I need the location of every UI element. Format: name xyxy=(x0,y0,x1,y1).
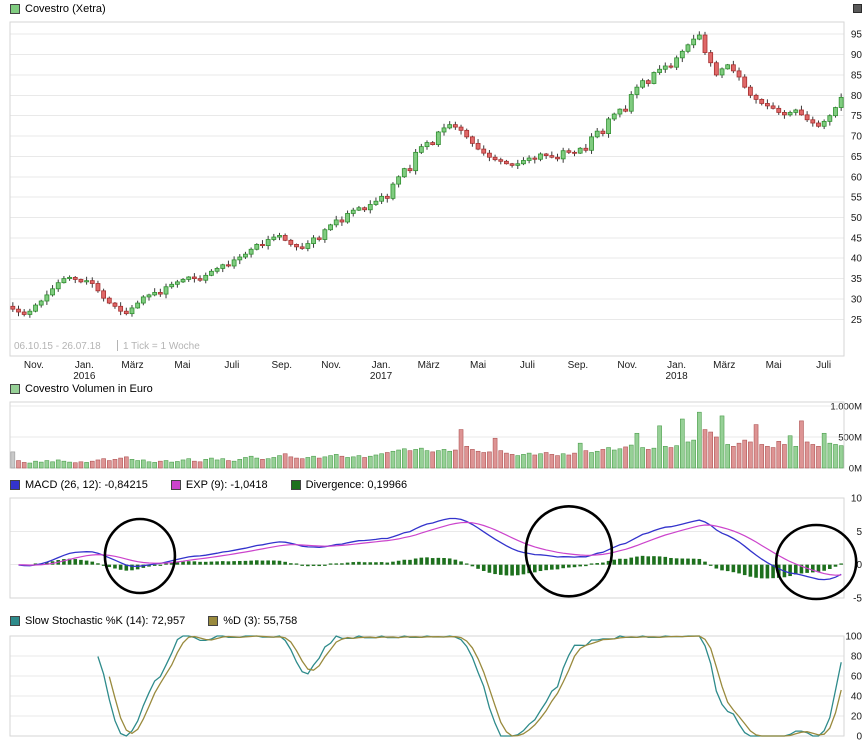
svg-text:60: 60 xyxy=(851,672,863,683)
exp-legend-item[interactable]: EXP (9): -1,0418 xyxy=(170,479,268,491)
stoch-grid xyxy=(10,635,844,737)
macd-line xyxy=(18,517,842,581)
stoch-k-line xyxy=(97,635,842,737)
macd-frame xyxy=(9,497,845,599)
svg-text:85: 85 xyxy=(851,70,863,81)
svg-text:10: 10 xyxy=(851,494,863,505)
divergence-swatch-icon xyxy=(290,480,301,490)
stoch-d-legend-item[interactable]: %D (3): 55,758 xyxy=(208,615,297,627)
price-swatch-icon xyxy=(10,4,20,14)
svg-text:Jan.: Jan. xyxy=(372,360,391,371)
stoch-k-legend-item[interactable]: Slow Stochastic %K (14): 72,957 xyxy=(10,615,185,627)
svg-text:40: 40 xyxy=(851,254,863,265)
exp-swatch-icon xyxy=(170,480,181,490)
svg-text:1.000M: 1.000M xyxy=(830,402,862,413)
stoch-d-legend-label: %D (3): 55,758 xyxy=(223,615,298,627)
price-frame xyxy=(9,21,845,357)
macd-chart-canvas[interactable]: 10 5 0 -5 xyxy=(0,494,865,612)
volume-legend-item[interactable]: Covestro Volumen in Euro xyxy=(10,383,153,395)
price-chart-canvas[interactable]: 95 90 85 80 75 70 65 60 55 50 45 40 35 30 25 06.10.15 -… xyxy=(0,18,865,380)
volume-chart-canvas[interactable]: 1.000M 500M 0M xyxy=(0,398,865,476)
stoch-d-line xyxy=(108,635,842,737)
svg-text:5: 5 xyxy=(856,527,862,538)
svg-text:55: 55 xyxy=(851,193,863,204)
volume-bars xyxy=(10,411,844,469)
candlestick-bodies xyxy=(10,34,844,315)
annotation-circles xyxy=(103,505,858,601)
svg-text:Sep.: Sep. xyxy=(271,360,292,371)
svg-text:80: 80 xyxy=(851,91,863,102)
svg-text:2018: 2018 xyxy=(666,371,689,380)
corner-mark-icon xyxy=(853,4,862,13)
svg-text:35: 35 xyxy=(851,274,863,285)
volume-legend: Covestro Volumen in Euro xyxy=(0,380,865,398)
svg-text:1 Tick = 1 Woche: 1 Tick = 1 Woche xyxy=(123,341,200,352)
stoch-k-swatch-icon xyxy=(10,616,20,626)
exp-line xyxy=(18,521,842,576)
svg-text:Mai: Mai xyxy=(470,360,486,371)
svg-text:Sep.: Sep. xyxy=(568,360,589,371)
stoch-d-swatch-icon xyxy=(208,616,219,626)
svg-text:Juli: Juli xyxy=(520,360,535,371)
macd-grid xyxy=(10,497,844,599)
svg-text:50: 50 xyxy=(851,213,863,224)
divergence-legend-label: Divergence: 0,19966 xyxy=(305,479,408,491)
svg-text:Nov.: Nov. xyxy=(321,360,341,371)
svg-text:65: 65 xyxy=(851,152,863,163)
svg-text:Jan.: Jan. xyxy=(75,360,94,371)
price-grid xyxy=(10,33,844,320)
divergence-histogram xyxy=(28,555,843,579)
volume-swatch-icon xyxy=(10,384,20,394)
svg-text:-5: -5 xyxy=(853,594,862,605)
svg-text:2016: 2016 xyxy=(73,371,96,380)
svg-text:März: März xyxy=(418,360,440,371)
svg-text:Nov.: Nov. xyxy=(24,360,44,371)
svg-text:Juli: Juli xyxy=(816,360,831,371)
stoch-frame xyxy=(9,635,845,737)
svg-text:100: 100 xyxy=(845,632,862,643)
macd-legend-item[interactable]: MACD (26, 12): -0,84215 xyxy=(10,479,148,491)
svg-text:90: 90 xyxy=(851,50,863,61)
svg-text:60: 60 xyxy=(851,172,863,183)
svg-text:0: 0 xyxy=(856,732,862,743)
svg-text:Mai: Mai xyxy=(174,360,190,371)
divergence-legend-item[interactable]: Divergence: 0,19966 xyxy=(290,479,408,491)
volume-legend-label: Covestro Volumen in Euro xyxy=(25,383,153,395)
svg-text:40: 40 xyxy=(851,692,863,703)
price-chart-legend: Covestro (Xetra) xyxy=(0,0,865,18)
stoch-k-legend-label: Slow Stochastic %K (14): 72,957 xyxy=(25,615,186,627)
stochastic-chart-canvas[interactable]: 100 80 60 40 20 0 xyxy=(0,630,865,746)
svg-text:30: 30 xyxy=(851,294,863,305)
svg-text:Nov.: Nov. xyxy=(617,360,637,371)
svg-text:70: 70 xyxy=(851,132,863,143)
price-legend-label: Covestro (Xetra) xyxy=(25,3,106,15)
stochastic-legend: Slow Stochastic %K (14): 72,957 %D (3): … xyxy=(0,612,865,630)
svg-text:0M: 0M xyxy=(849,464,862,475)
svg-text:06.10.15 - 26.07.18: 06.10.15 - 26.07.18 xyxy=(14,341,101,352)
svg-text:500M: 500M xyxy=(838,433,862,444)
svg-text:Juli: Juli xyxy=(224,360,239,371)
svg-text:80: 80 xyxy=(851,652,863,663)
svg-text:75: 75 xyxy=(851,111,863,122)
svg-text:Jan.: Jan. xyxy=(667,360,686,371)
svg-text:März: März xyxy=(121,360,143,371)
macd-legend: MACD (26, 12): -0,84215 EXP (9): -1,0418… xyxy=(0,476,865,494)
svg-text:25: 25 xyxy=(851,315,863,326)
exp-legend-label: EXP (9): -1,0418 xyxy=(185,479,268,491)
macd-legend-label: MACD (26, 12): -0,84215 xyxy=(25,479,148,491)
svg-text:0: 0 xyxy=(856,560,862,571)
price-legend-item[interactable]: Covestro (Xetra) xyxy=(10,3,106,15)
svg-text:20: 20 xyxy=(851,712,863,723)
svg-text:2017: 2017 xyxy=(370,371,393,380)
svg-text:95: 95 xyxy=(851,30,863,41)
svg-text:Mai: Mai xyxy=(766,360,782,371)
svg-text:45: 45 xyxy=(851,233,863,244)
macd-swatch-icon xyxy=(10,480,20,490)
svg-text:März: März xyxy=(713,360,735,371)
